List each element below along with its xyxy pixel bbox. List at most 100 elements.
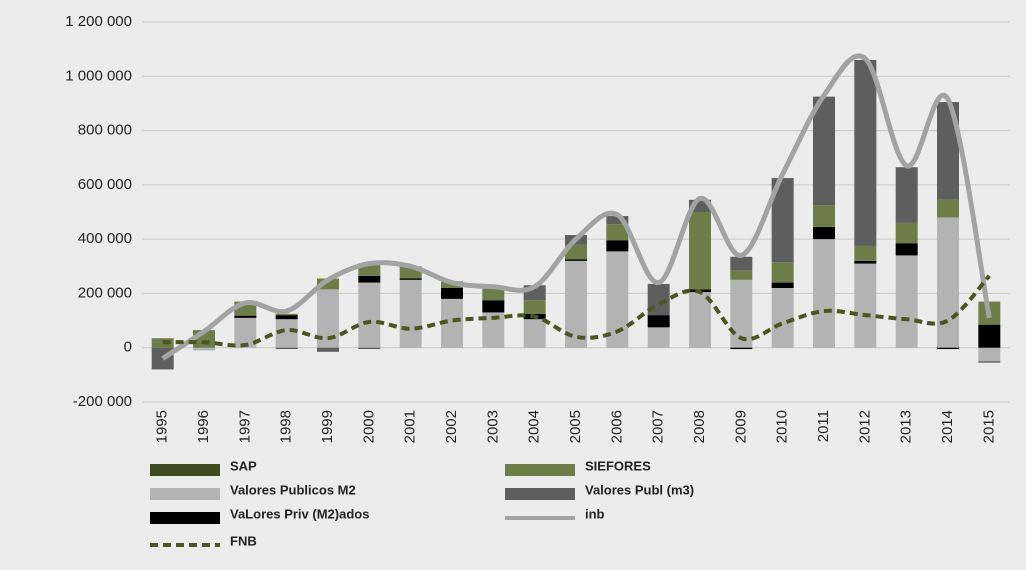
bar [771,282,794,288]
legend-label: inb [585,506,605,521]
y-tick-label: 400 000 [78,230,132,247]
bar [565,260,587,348]
bar [689,212,711,290]
y-tick-label: 1 000 000 [65,67,132,84]
bar [730,347,753,350]
bar [565,259,587,261]
x-tick-label: 2014 [939,410,956,443]
bar [399,279,422,348]
line [161,53,992,361]
x-tick-label: 2011 [815,410,832,442]
bar [482,300,505,313]
legend-swatch [505,488,575,500]
y-tick-label: 200 000 [78,284,132,301]
bar [606,240,629,252]
bar [275,313,298,316]
x-tick-label: 1997 [236,410,253,443]
bar [978,361,1001,363]
bar [978,347,1001,362]
y-tick-label: 0 [124,339,132,356]
x-tick-label: 1998 [278,410,295,443]
bar [317,289,339,348]
bar [730,279,753,348]
x-tick-label: 1999 [319,410,336,443]
y-tick-label: 1 200 000 [65,13,132,30]
bar [523,300,546,314]
bar [151,338,174,348]
bar [275,315,298,320]
x-tick-label: 2003 [484,410,501,443]
bar [937,347,959,350]
bar [647,327,670,348]
bar [358,264,381,276]
bar [895,167,918,223]
bar [895,243,918,256]
bar [482,288,505,301]
x-tick-label: 2008 [691,410,708,443]
x-tick-label: 2007 [650,410,667,443]
bar [895,255,918,348]
bar [854,60,877,246]
bar [606,224,629,241]
bar [771,178,794,263]
bar [978,324,1001,348]
bar [606,251,629,348]
legend-swatch [505,464,575,476]
x-tick-label: 2010 [774,410,791,443]
legend-label: VaLores Priv (M2)ados [230,506,369,521]
bar [937,217,959,348]
bar [854,245,877,261]
legend-label: Valores Publ (m3) [585,482,694,497]
x-tick-label: 2015 [980,410,997,443]
bar [441,298,463,348]
bar [647,315,670,328]
legend-label: Valores Publicos M2 [230,482,356,497]
bar [317,278,339,290]
bar [358,347,381,350]
bar [399,278,422,280]
x-tick-label: 2000 [360,410,377,443]
bar [813,226,835,240]
bar [234,315,257,318]
x-tick-label: 2013 [898,410,915,443]
y-tick-label: 800 000 [78,122,132,139]
legend-label: FNB [230,533,257,548]
bar [275,319,298,348]
bar [358,275,381,283]
y-tick-label: 600 000 [78,176,132,193]
bar [193,347,215,351]
x-tick-label: 2006 [608,410,625,443]
bar [771,288,794,348]
bar [234,315,257,316]
x-tick-label: 2009 [732,410,749,443]
x-tick-label: 2005 [567,410,584,443]
legend-swatch [150,512,220,524]
bar [317,347,339,352]
bar [937,199,959,218]
x-tick-label: 1996 [195,410,212,443]
bar [689,292,711,348]
bar [895,222,918,244]
bar [358,282,381,348]
legend-swatch [150,464,220,476]
bar [730,270,753,280]
bar [275,347,298,350]
bar [937,102,959,200]
y-tick-label: -200 000 [73,393,132,410]
bar [730,256,753,271]
bar [441,288,463,299]
x-tick-label: 2002 [443,410,460,443]
bar [813,239,835,348]
bar [606,216,629,225]
bar [854,260,877,264]
bar [813,96,835,206]
bar [482,312,505,348]
legend-label: SAP [230,458,257,473]
x-tick-label: 2004 [526,410,543,443]
x-tick-label: 2012 [856,410,873,443]
bar [854,263,877,348]
bar [234,317,257,348]
x-tick-label: 2001 [402,410,419,443]
bar [771,262,794,283]
